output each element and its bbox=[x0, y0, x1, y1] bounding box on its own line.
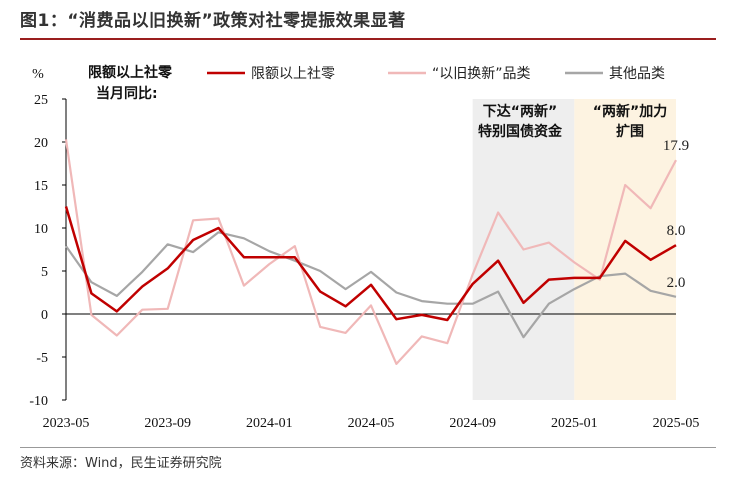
legend-label-3: 其他品类 bbox=[609, 66, 665, 82]
x-tick-label: 2024-01 bbox=[246, 416, 293, 431]
x-tick-label: 2023-09 bbox=[144, 416, 191, 431]
x-tick-label: 2025-01 bbox=[551, 416, 598, 431]
period-annotation-1: 特别国债资金 bbox=[478, 123, 563, 140]
end-value-label: 17.9 bbox=[663, 138, 689, 154]
x-tick-label: 2023-05 bbox=[43, 416, 90, 431]
legend-label-2: “以旧换新”品类 bbox=[432, 65, 531, 82]
y-axis-unit: % bbox=[32, 67, 44, 82]
legend-header-line-1: 限额以上社零 bbox=[88, 64, 173, 81]
legend-label-1: 限额以上社零 bbox=[251, 66, 335, 82]
period-annotation-1: 下达“两新” bbox=[483, 103, 557, 120]
x-tick-label: 2024-09 bbox=[449, 416, 496, 431]
series-line-3 bbox=[65, 231, 677, 339]
y-tick-label: -10 bbox=[29, 394, 48, 409]
title-divider bbox=[20, 38, 716, 40]
series-line-2 bbox=[64, 139, 677, 365]
y-tick-label: 15 bbox=[34, 179, 48, 194]
y-tick-label: 20 bbox=[34, 136, 48, 151]
source-note: 资料来源：Wind，民生证券研究院 bbox=[20, 456, 222, 471]
legend-header-line-2: 当月同比: bbox=[96, 85, 158, 102]
end-value-label: 2.0 bbox=[667, 275, 686, 291]
y-tick-label: 5 bbox=[41, 265, 48, 280]
y-tick-label: 25 bbox=[34, 93, 48, 108]
end-value-label: 8.0 bbox=[667, 223, 686, 239]
x-tick-label: 2024-05 bbox=[348, 416, 395, 431]
y-tick-label: 10 bbox=[34, 222, 48, 237]
series-line-1 bbox=[64, 206, 677, 322]
x-tick-label: 2025-05 bbox=[653, 416, 700, 431]
period-annotation-2: “两新”加力 bbox=[593, 103, 667, 120]
source-divider bbox=[20, 447, 716, 448]
period-annotation-2: 扩围 bbox=[616, 123, 644, 140]
period-shade-2 bbox=[574, 99, 676, 400]
y-tick-label: 0 bbox=[41, 308, 48, 323]
figure-title: 图1：“消费品以旧换新”政策对社零提振效果显著 bbox=[20, 11, 406, 31]
y-tick-label: -5 bbox=[36, 351, 48, 366]
